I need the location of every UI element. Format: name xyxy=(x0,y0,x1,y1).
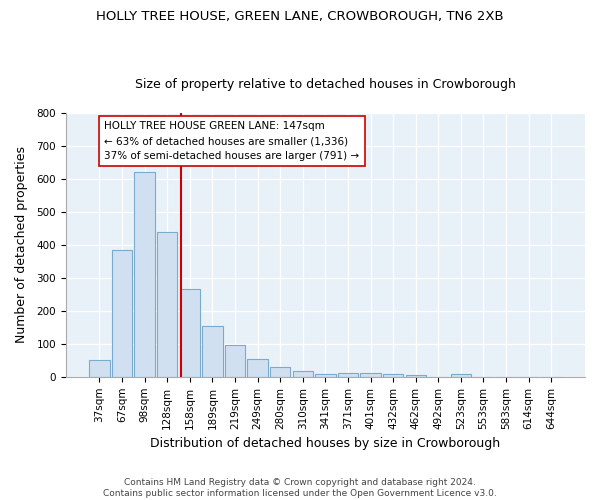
Bar xyxy=(134,172,155,377)
Bar xyxy=(451,374,471,377)
Bar xyxy=(247,358,268,377)
Bar xyxy=(361,373,380,377)
Bar xyxy=(315,374,335,377)
Bar xyxy=(383,374,403,377)
Bar xyxy=(225,344,245,377)
Text: Contains HM Land Registry data © Crown copyright and database right 2024.
Contai: Contains HM Land Registry data © Crown c… xyxy=(103,478,497,498)
Bar xyxy=(112,250,132,377)
Bar xyxy=(338,373,358,377)
Bar xyxy=(270,367,290,377)
Title: Size of property relative to detached houses in Crowborough: Size of property relative to detached ho… xyxy=(135,78,516,91)
Bar xyxy=(406,375,426,377)
Text: HOLLY TREE HOUSE, GREEN LANE, CROWBOROUGH, TN6 2XB: HOLLY TREE HOUSE, GREEN LANE, CROWBOROUG… xyxy=(96,10,504,23)
Bar xyxy=(202,326,223,377)
Text: HOLLY TREE HOUSE GREEN LANE: 147sqm
← 63% of detached houses are smaller (1,336): HOLLY TREE HOUSE GREEN LANE: 147sqm ← 63… xyxy=(104,121,359,161)
Bar xyxy=(293,371,313,377)
Bar xyxy=(179,290,200,377)
X-axis label: Distribution of detached houses by size in Crowborough: Distribution of detached houses by size … xyxy=(150,437,500,450)
Bar xyxy=(157,232,178,377)
Bar xyxy=(89,360,110,377)
Y-axis label: Number of detached properties: Number of detached properties xyxy=(15,146,28,344)
